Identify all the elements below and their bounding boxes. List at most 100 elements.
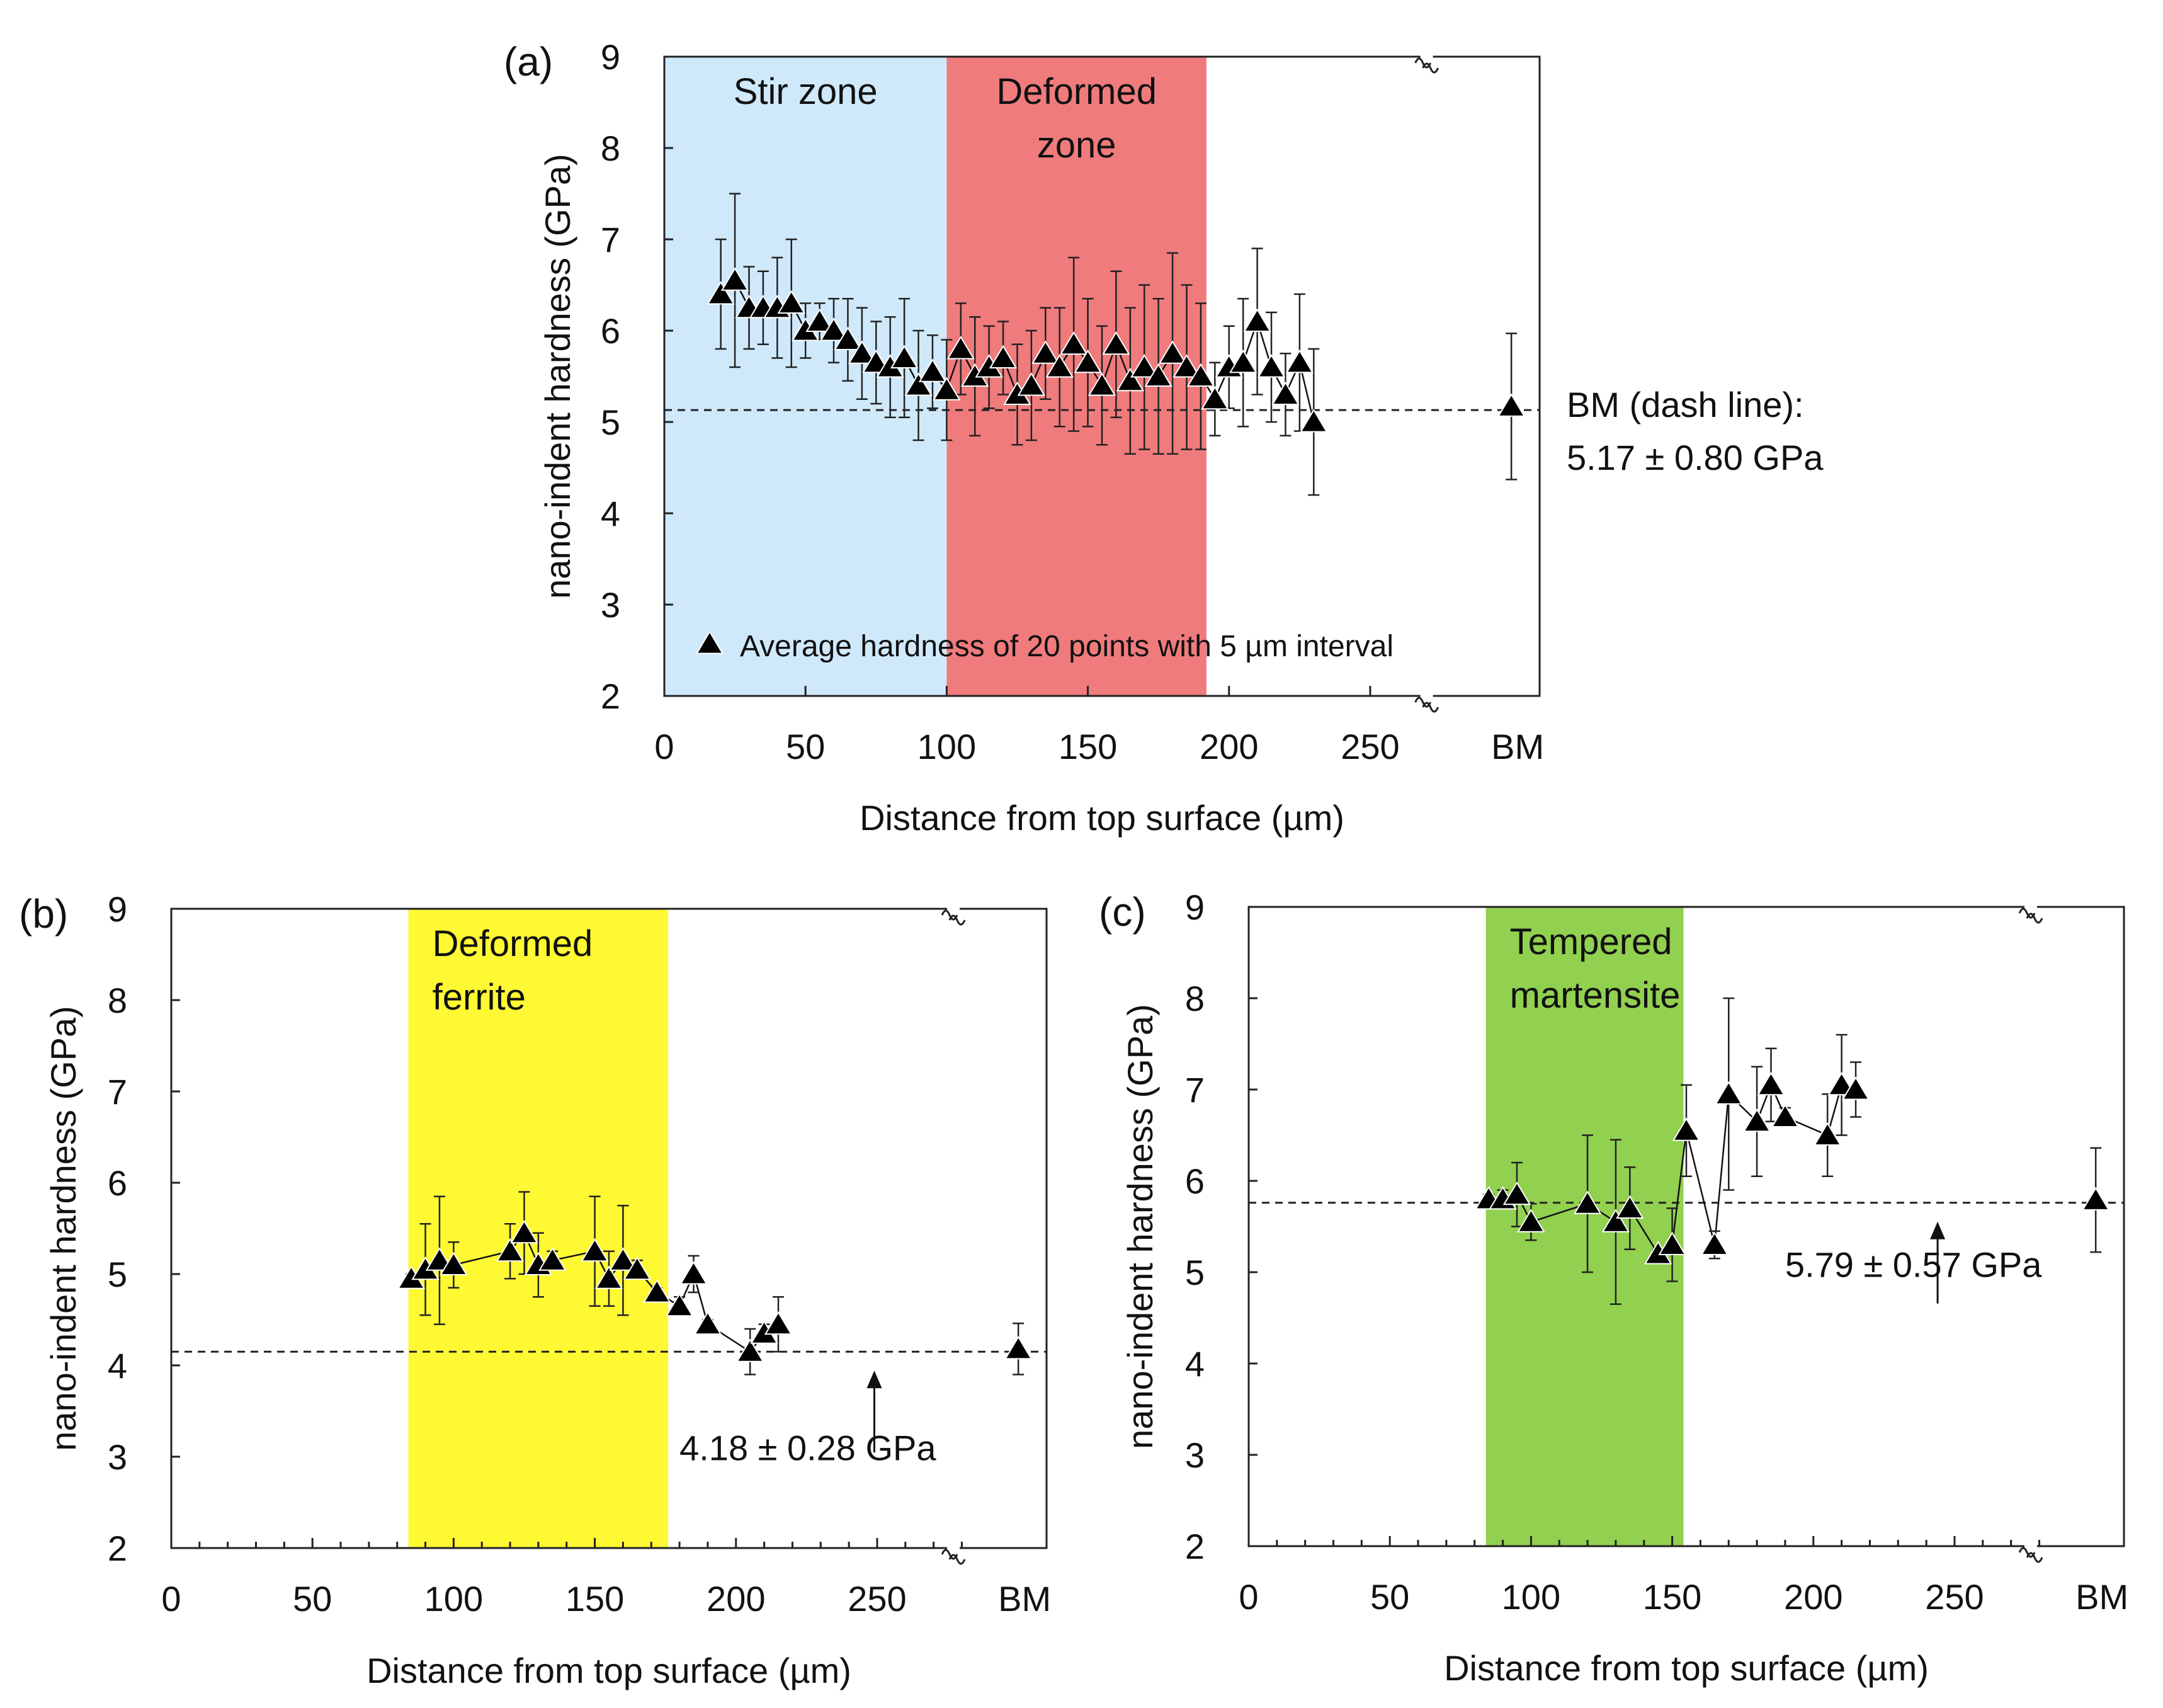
data-point-c-12 [1742, 1108, 1771, 1132]
zone-label-c-0-0: Tempered [1510, 921, 1672, 962]
data-point-a-29 [1116, 367, 1145, 392]
panel-b: 2 3 4 5 6 7 8 9 0 50 100 150 200 250 BM Distance from t… [19, 889, 1051, 1690]
data-point-b-12 [643, 1279, 671, 1303]
x-tick-label-a-3: 150 [1059, 727, 1117, 766]
zone-b-0 [408, 909, 669, 1548]
x-tick-label-a-0: 0 [654, 727, 674, 766]
y-tick-label-c-3: 5 [1185, 1253, 1205, 1292]
axis-break-icon-c-0 [2018, 908, 2043, 924]
data-point-b-4 [496, 1238, 525, 1262]
data-point-b-13 [665, 1292, 694, 1317]
data-point-c-6 [1616, 1195, 1644, 1219]
data-point-a-38 [1243, 308, 1271, 332]
data-point-a-14 [904, 372, 933, 396]
x-axis-title-a: Distance from top surface (µm) [860, 798, 1344, 838]
data-point-a-41 [1285, 349, 1314, 373]
x-tick-label-c-3: 150 [1643, 1577, 1701, 1617]
data-point-a-28 [1102, 331, 1130, 355]
zone-label-c-0-1: martensite [1510, 975, 1681, 1016]
y-tick-label-a-0: 2 [601, 676, 620, 716]
bm-point-a [1497, 393, 1526, 417]
data-point-b-15 [693, 1311, 722, 1335]
y-tick-label-a-7: 9 [601, 37, 620, 77]
axis-break-gap-c-1 [2024, 1537, 2038, 1555]
axis-break-icon-b-0 [941, 909, 966, 926]
x-axis-title-c: Distance from top surface (µm) [1444, 1648, 1929, 1688]
y-tick-label-b-1: 3 [108, 1437, 127, 1477]
axis-break-gap-b-1 [947, 1539, 960, 1557]
data-point-a-40 [1271, 381, 1300, 405]
bm-point-c [2081, 1187, 2110, 1210]
data-point-a-35 [1201, 385, 1229, 410]
data-point-b-5 [510, 1219, 538, 1244]
panel-label-c: (c) [1099, 889, 1146, 935]
data-point-a-31 [1144, 363, 1172, 387]
legend-text-a: Average hardness of 20 points with 5 µm … [740, 630, 1394, 663]
zone-label-a-0-0: Stir zone [734, 71, 878, 112]
x-tick-label-a-1: 50 [786, 727, 825, 766]
data-point-a-13 [890, 344, 919, 368]
plot-frame-a [663, 55, 1541, 697]
data-point-c-4 [1573, 1190, 1602, 1214]
axis-break-gap-c-0 [2024, 898, 2038, 916]
y-tick-label-a-4: 6 [601, 311, 620, 351]
panel-a: 2 3 4 5 6 7 8 9 0 50 100 150 200 250 BM Distance from t… [504, 37, 1824, 838]
data-point-c-9 [1672, 1117, 1701, 1141]
data-point-a-26 [1074, 349, 1102, 373]
x-tick-label-bm-a: BM [1491, 727, 1544, 766]
data-point-c-5 [1601, 1209, 1630, 1233]
reference-annotation-a-1: 5.17 ± 0.80 GPa [1567, 438, 1824, 477]
x-tick-label-c-5: 250 [1925, 1577, 1984, 1617]
data-point-b-16 [735, 1338, 764, 1362]
data-point-a-37 [1229, 349, 1257, 373]
data-point-a-23 [1031, 340, 1060, 364]
data-point-a-30 [1130, 354, 1159, 378]
y-tick-label-c-0: 2 [1185, 1527, 1205, 1566]
y-tick-label-a-5: 7 [601, 220, 620, 259]
y-tick-label-c-5: 7 [1185, 1070, 1205, 1110]
data-point-a-8 [819, 317, 848, 341]
data-point-c-13 [1757, 1071, 1785, 1096]
zone-label-a-1-0: Deformed [996, 71, 1157, 112]
plot-frame-c [1247, 906, 2125, 1547]
y-tick-label-b-7: 9 [108, 889, 127, 929]
axis-break-icon-b-1 [941, 1549, 966, 1565]
data-point-b-18 [764, 1311, 793, 1335]
x-tick-label-b-1: 50 [293, 1579, 332, 1619]
panel-label-b: (b) [19, 891, 68, 937]
x-tick-label-b-4: 200 [707, 1579, 765, 1619]
bm-point-b [1004, 1335, 1033, 1360]
x-tick-label-a-4: 200 [1200, 727, 1258, 766]
x-tick-label-b-5: 250 [848, 1579, 906, 1619]
y-tick-label-b-6: 8 [108, 981, 127, 1020]
axis-break-icon-a-1 [1414, 697, 1439, 713]
data-point-a-9 [834, 326, 862, 350]
y-axis-title-a: nano-indent hardness (GPa) [538, 154, 577, 599]
data-point-b-8 [581, 1238, 609, 1262]
y-tick-label-b-2: 4 [108, 1346, 127, 1386]
data-point-a-27 [1087, 372, 1116, 396]
panel-label-a: (a) [504, 39, 553, 84]
data-point-b-2 [425, 1247, 454, 1271]
legend-marker-a [695, 630, 724, 654]
data-point-a-33 [1172, 354, 1201, 378]
y-tick-label-b-3: 5 [108, 1255, 127, 1294]
data-point-a-42 [1300, 409, 1328, 433]
data-point-a-1 [720, 267, 749, 291]
reference-annotation-c-0: 5.79 ± 0.57 GPa [1785, 1245, 2042, 1285]
panel-c: 2 3 4 5 6 7 8 9 0 50 100 150 200 250 BM Distance from t… [1099, 887, 2128, 1688]
x-tick-label-c-2: 100 [1502, 1577, 1560, 1617]
y-tick-label-a-1: 3 [601, 585, 620, 625]
data-point-a-11 [862, 349, 890, 373]
annotation-arrow-icon-b [866, 1370, 882, 1389]
data-point-c-2 [1502, 1181, 1531, 1205]
x-tick-label-b-2: 100 [424, 1579, 483, 1619]
data-point-a-24 [1045, 354, 1074, 378]
zone-label-b-0-1: ferrite [433, 977, 526, 1018]
x-tick-label-c-4: 200 [1784, 1577, 1842, 1617]
data-point-a-7 [805, 308, 834, 332]
plot-frame-b [170, 908, 1048, 1549]
data-point-a-39 [1257, 354, 1286, 378]
y-tick-label-b-4: 6 [108, 1163, 127, 1203]
